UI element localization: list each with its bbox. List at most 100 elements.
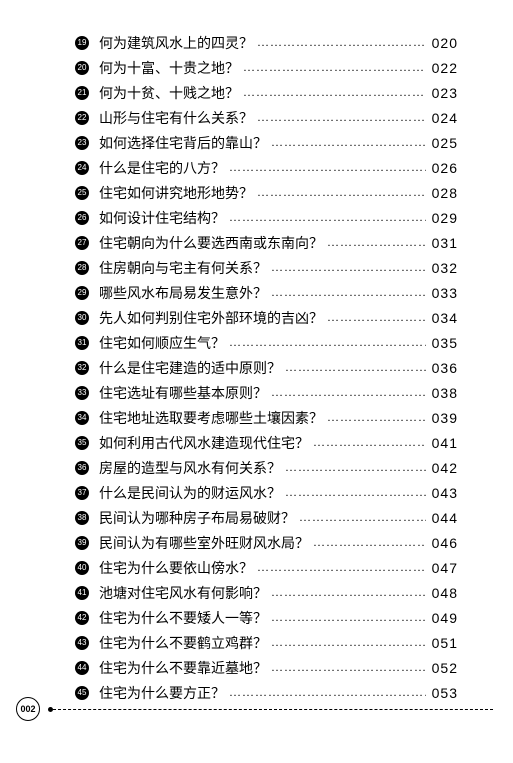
bullet-number: 24 <box>78 164 87 172</box>
entry-title: 什么是住宅的八方？ <box>99 158 225 178</box>
entry-page: 044 <box>432 510 458 526</box>
toc-row: 32 什么是住宅建造的适中原则？ 036 <box>75 355 458 380</box>
bullet-number: 45 <box>78 689 87 697</box>
toc-row: 31住宅如何顺应生气？035 <box>75 330 458 355</box>
bullet-icon: 32 <box>75 361 89 375</box>
dot-leader <box>243 60 426 75</box>
bullet-icon: 44 <box>75 661 89 675</box>
entry-page: 038 <box>432 385 458 401</box>
toc-row: 21何为十贫、十贱之地？023 <box>75 80 458 105</box>
bullet-icon: 38 <box>75 511 89 525</box>
bullet-icon: 36 <box>75 461 89 475</box>
entry-page: 046 <box>432 535 458 551</box>
entry-title: 先人如何判别住宅外部环境的吉凶？ <box>99 308 323 328</box>
bullet-icon: 25 <box>75 186 89 200</box>
entry-page: 024 <box>432 110 458 126</box>
dot-leader <box>271 610 426 625</box>
entry-title: 住宅为什么不要鹤立鸡群？ <box>99 633 267 653</box>
toc-row: 30先人如何判别住宅外部环境的吉凶？034 <box>75 305 458 330</box>
dot-leader <box>257 110 426 125</box>
bullet-number: 31 <box>78 339 87 347</box>
dot-leader <box>285 360 426 375</box>
entry-page: 035 <box>432 335 458 351</box>
bullet-icon: 27 <box>75 236 89 250</box>
bullet-icon: 35 <box>75 436 89 450</box>
entry-title: 房屋的造型与风水有何关系？ <box>99 458 281 478</box>
bullet-number: 26 <box>78 214 87 222</box>
bullet-number: 34 <box>78 414 87 422</box>
entry-page: 047 <box>432 560 458 576</box>
entry-title: 住房朝向与宅主有何关系？ <box>99 258 267 278</box>
dot-leader <box>285 485 426 500</box>
bullet-icon: 29 <box>75 286 89 300</box>
bullet-number: 36 <box>78 464 87 472</box>
bullet-icon: 21 <box>75 86 89 100</box>
entry-page: 022 <box>432 60 458 76</box>
entry-title: 什么是民间认为的财运风水？ <box>99 483 281 503</box>
toc-row: 29哪些风水布局易发生意外？033 <box>75 280 458 305</box>
bullet-number: 42 <box>78 614 87 622</box>
entry-title: 山形与住宅有什么关系？ <box>99 108 253 128</box>
dot-leader <box>257 35 426 50</box>
entry-title: 住宅为什么要依山傍水？ <box>99 558 253 578</box>
entry-page: 041 <box>432 435 458 451</box>
bullet-number: 40 <box>78 564 87 572</box>
bullet-number: 38 <box>78 514 87 522</box>
entry-title: 何为十贫、十贱之地？ <box>99 83 239 103</box>
dot-leader <box>327 410 426 425</box>
entry-page: 039 <box>432 410 458 426</box>
entry-title: 何为十富、十贵之地？ <box>99 58 239 78</box>
bullet-icon: 30 <box>75 311 89 325</box>
entry-page: 052 <box>432 660 458 676</box>
bullet-number: 20 <box>78 64 87 72</box>
entry-page: 031 <box>432 235 458 251</box>
bullet-icon: 26 <box>75 211 89 225</box>
page-footer: 002 <box>16 697 493 721</box>
toc-row: 33 住宅选址有哪些基本原则？ 038 <box>75 380 458 405</box>
entry-page: 036 <box>432 360 458 376</box>
toc-row: 24什么是住宅的八方？026 <box>75 155 458 180</box>
toc-row: 23如何选择住宅背后的靠山？025 <box>75 130 458 155</box>
bullet-number: 29 <box>78 289 87 297</box>
toc-row: 41池塘对住宅风水有何影响？048 <box>75 580 458 605</box>
entry-title: 住宅地址选取要考虑哪些土壤因素？ <box>99 408 323 428</box>
dot-leader <box>313 435 426 450</box>
bullet-icon: 41 <box>75 586 89 600</box>
bullet-icon: 42 <box>75 611 89 625</box>
dot-leader <box>257 560 426 575</box>
toc-row: 43住宅为什么不要鹤立鸡群？051 <box>75 630 458 655</box>
dot-leader <box>327 235 426 250</box>
dot-leader <box>271 135 426 150</box>
toc-row: 44住宅为什么不要靠近墓地？052 <box>75 655 458 680</box>
page-number-badge: 002 <box>16 697 40 721</box>
entry-page: 032 <box>432 260 458 276</box>
bullet-number: 30 <box>78 314 87 322</box>
entry-page: 043 <box>432 485 458 501</box>
bullet-icon: 24 <box>75 161 89 175</box>
bullet-number: 22 <box>78 114 87 122</box>
bullet-number: 25 <box>78 189 87 197</box>
dot-leader <box>271 660 426 675</box>
entry-title: 哪些风水布局易发生意外？ <box>99 283 267 303</box>
dot-leader <box>271 260 426 275</box>
toc-row: 38民间认为哪种房子布局易破财？044 <box>75 505 458 530</box>
toc-list: 19何为建筑风水上的四灵？020 20 何为十富、十贵之地？ 022 21 何为十贫、十贱… <box>0 0 513 705</box>
entry-title: 池塘对住宅风水有何影响？ <box>99 583 267 603</box>
dot-leader <box>271 285 426 300</box>
toc-row: 19何为建筑风水上的四灵？020 <box>75 30 458 55</box>
dot-leader <box>229 160 426 175</box>
entry-page: 042 <box>432 460 458 476</box>
toc-row: 20 何为十富、十贵之地？ 022 <box>75 55 458 80</box>
bullet-number: 32 <box>78 364 87 372</box>
bullet-icon: 33 <box>75 386 89 400</box>
bullet-number: 28 <box>78 264 87 272</box>
entry-title: 什么是住宅建造的适中原则？ <box>99 358 281 378</box>
entry-title: 如何利用古代风水建造现代住宅？ <box>99 433 309 453</box>
dot-leader <box>327 310 426 325</box>
bullet-number: 43 <box>78 639 87 647</box>
entry-title: 住宅选址有哪些基本原则？ <box>99 383 267 403</box>
toc-row: 36 房屋的造型与风水有何关系？ 042 <box>75 455 458 480</box>
toc-row: 26如何设计住宅结构？029 <box>75 205 458 230</box>
entry-title: 如何选择住宅背后的靠山？ <box>99 133 267 153</box>
bullet-number: 41 <box>78 589 87 597</box>
